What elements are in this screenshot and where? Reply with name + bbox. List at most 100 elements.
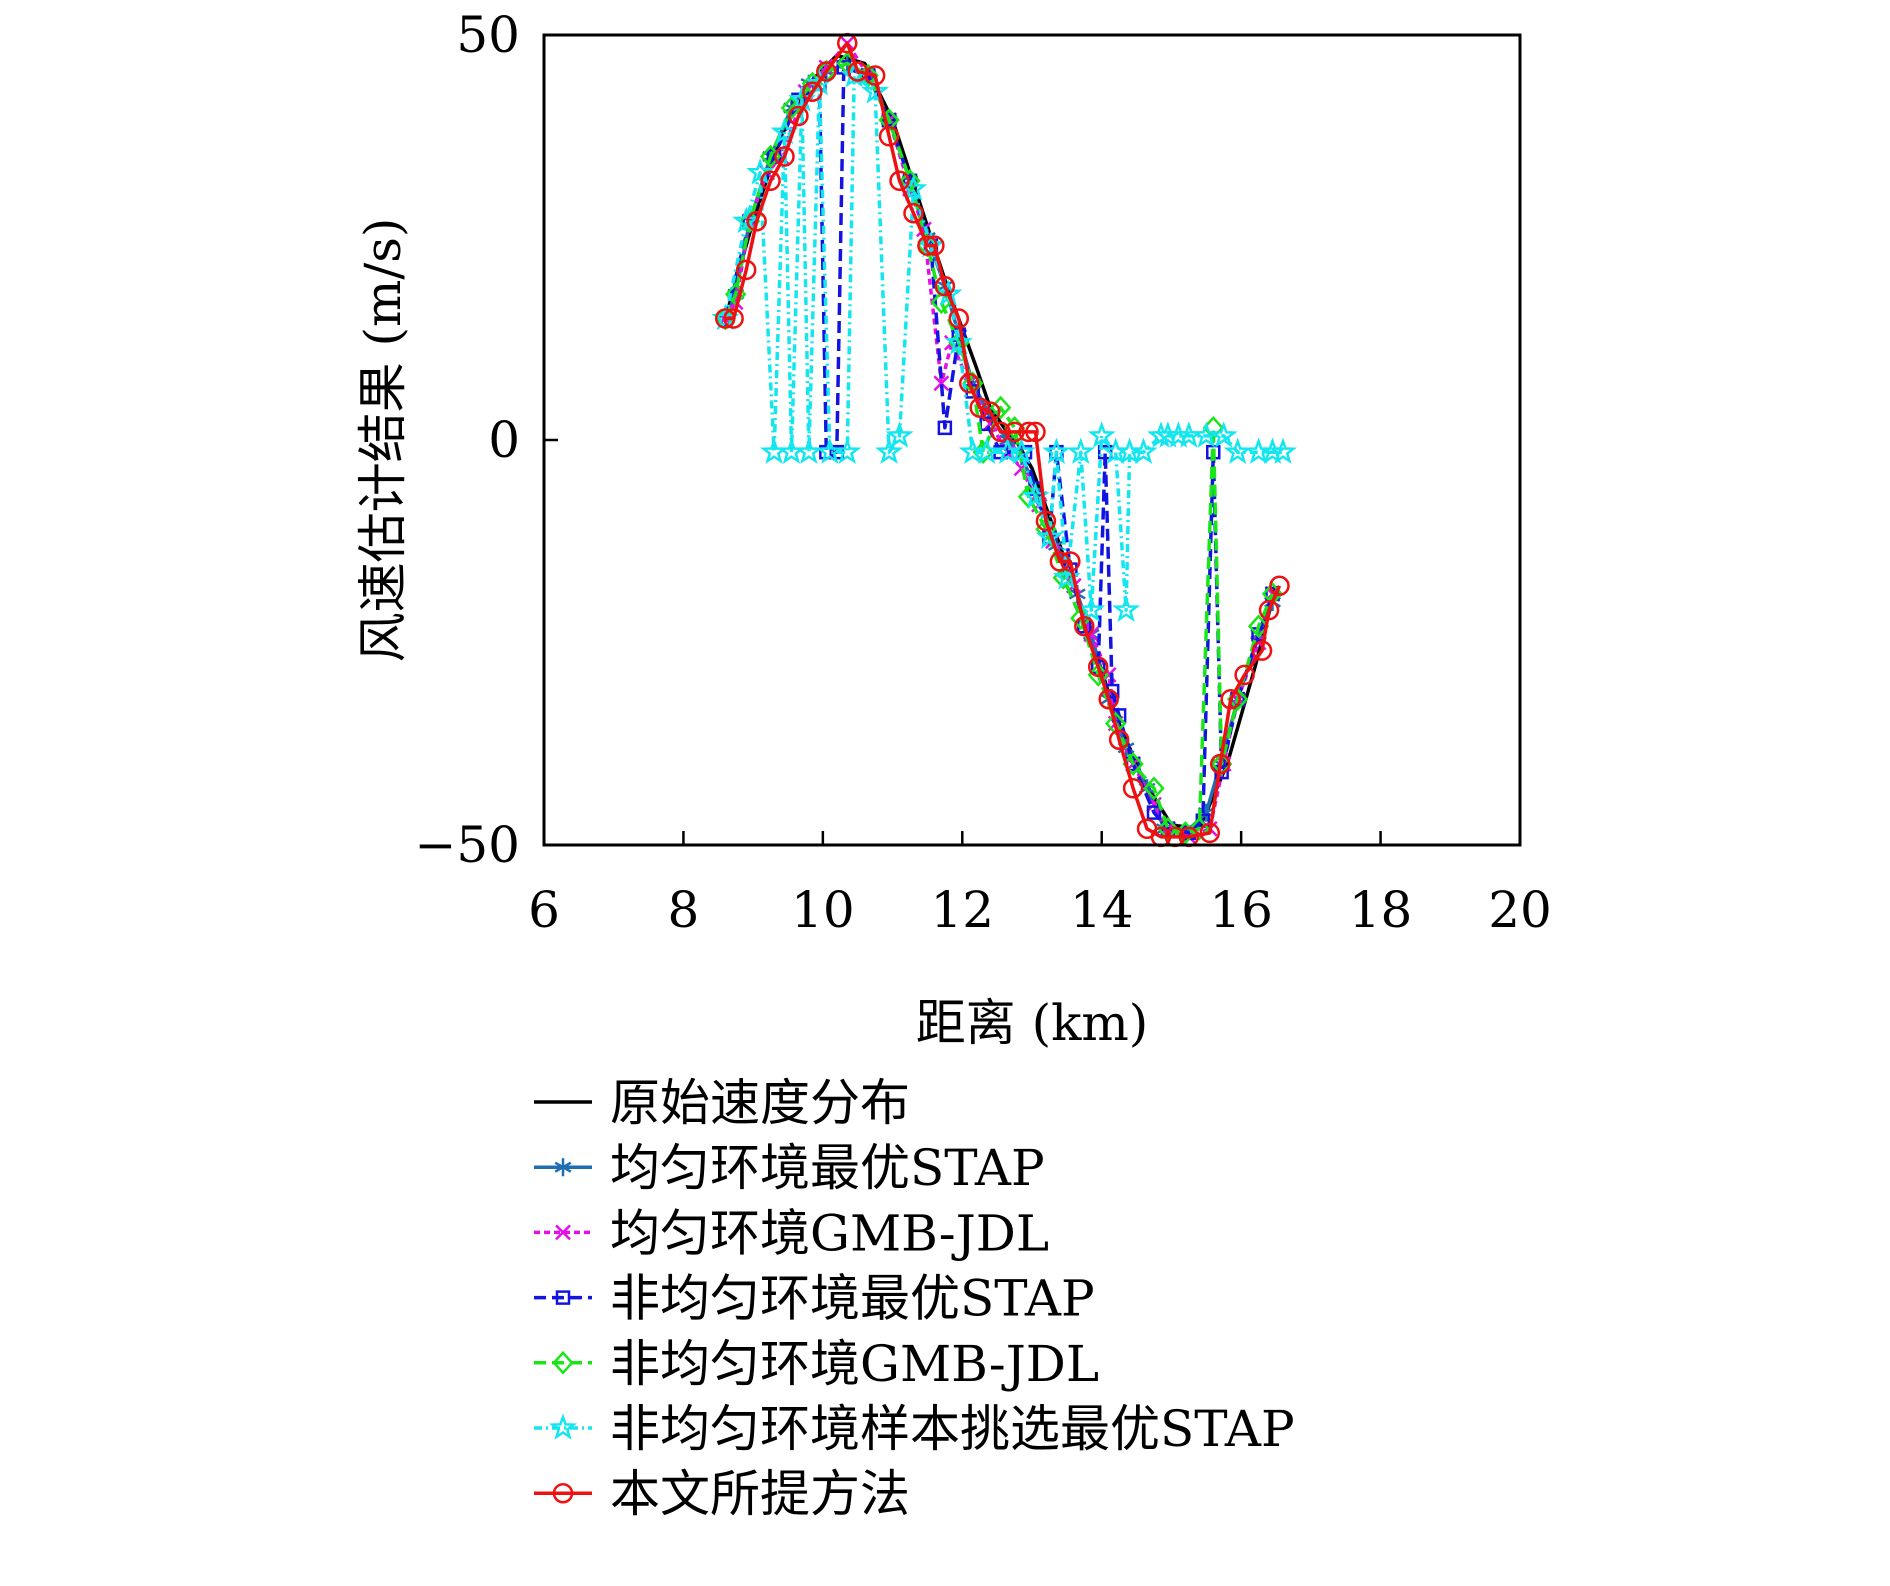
legend-item-3: 均匀环境GMB-JDL	[534, 1204, 1049, 1262]
series-6-point	[1042, 437, 1071, 464]
legend-label: 均匀环境最优STAP	[610, 1139, 1045, 1197]
legend-item-4: 非均匀环境最优STAP	[534, 1270, 1095, 1328]
series-6-point	[1268, 437, 1297, 464]
series-7-point	[917, 235, 938, 256]
series-6-point	[1077, 595, 1106, 623]
series-6-point	[795, 437, 823, 464]
series-7-point	[715, 308, 736, 329]
series-6-point	[944, 328, 973, 355]
tick-layer: 6 8 10 12 14 16 18 20 −50 0 50	[414, 6, 1551, 939]
legend-item-5: 非均匀环境GMB-JDL	[534, 1335, 1099, 1393]
x-tick-label: 10	[791, 881, 855, 939]
legend-marker	[552, 1482, 574, 1504]
series-5-point	[1104, 711, 1127, 736]
legend-label: 非均匀环境最优STAP	[610, 1270, 1095, 1328]
series-7-point	[959, 373, 980, 394]
x-tick-label: 16	[1209, 881, 1273, 939]
x-tick-label: 14	[1070, 881, 1134, 939]
series-7-point	[1060, 551, 1081, 572]
series-7-point	[774, 146, 795, 167]
series-7-point	[969, 397, 990, 418]
series-6-point	[1087, 421, 1116, 448]
series-6-point	[1007, 437, 1036, 464]
series-6-point	[746, 157, 775, 185]
series-6-point	[1035, 522, 1064, 550]
series-6-point	[1066, 437, 1095, 464]
series-7	[715, 32, 1290, 848]
series-7-point	[1234, 664, 1255, 686]
series-4-point	[937, 420, 953, 436]
series-7-point	[1098, 688, 1119, 710]
series-6-point	[1112, 595, 1141, 622]
series-layer	[711, 32, 1297, 848]
series-6-point	[917, 230, 945, 258]
series-7-point	[878, 126, 900, 147]
series-7-point	[723, 308, 744, 329]
series-7-point	[735, 259, 757, 281]
y-axis-label: 风速估计结果 (m/s)	[354, 218, 412, 663]
x-tick-label: 8	[668, 881, 700, 939]
legend-marker	[552, 1350, 574, 1375]
legend-label: 本文所提方法	[610, 1465, 910, 1523]
series-5-point	[1247, 614, 1270, 639]
series-5-point	[1087, 663, 1109, 687]
x-tick-label: 12	[930, 881, 994, 939]
legend-label: 非均匀环境GMB-JDL	[610, 1335, 1099, 1393]
series-7-point	[924, 235, 945, 256]
series-3-point	[933, 375, 950, 392]
series-4-point	[1146, 805, 1162, 820]
series-6-point	[1223, 437, 1252, 464]
series-6-point	[1209, 421, 1238, 448]
legend-marker	[555, 1224, 571, 1241]
series-7-point	[1122, 778, 1144, 799]
series-7-point	[1087, 656, 1109, 678]
series-7-point	[802, 81, 823, 102]
x-axis-label: 距离 (km)	[916, 994, 1149, 1052]
legend-marker	[555, 1290, 571, 1305]
series-7-point	[889, 170, 910, 192]
series-7-point	[1251, 640, 1273, 661]
series-7-point	[934, 275, 956, 297]
x-tick-label: 20	[1488, 881, 1552, 939]
series-7-point	[1199, 822, 1221, 844]
series-5-point	[1157, 816, 1179, 841]
series-5-point	[1122, 752, 1144, 776]
x-tick-label: 18	[1349, 881, 1413, 939]
series-7-point	[1220, 688, 1241, 710]
legend-item-6: 非均匀环境样本挑选最优STAP	[534, 1400, 1295, 1458]
series-7-point	[760, 170, 781, 192]
y-tick-label: 50	[456, 6, 520, 64]
series-7-point	[1018, 421, 1039, 443]
series-7-point	[1004, 421, 1025, 443]
series-6-point	[1129, 437, 1158, 464]
series-7-point	[788, 105, 809, 127]
legend-label: 非均匀环境样本挑选最优STAP	[610, 1400, 1295, 1458]
legend-label: 原始速度分布	[610, 1074, 910, 1132]
series-7-point	[1074, 616, 1095, 637]
series-6-point	[885, 421, 914, 448]
series-6-point	[899, 174, 928, 201]
legend-marker	[548, 1413, 578, 1440]
series-7-point	[1209, 753, 1231, 775]
legend-item-2: 均匀环境最优STAP	[534, 1139, 1045, 1197]
series-6-point	[732, 206, 761, 234]
series-6-point	[833, 437, 862, 464]
series-7-point	[1035, 510, 1057, 532]
series-7-point	[948, 308, 970, 329]
series-7-point	[746, 211, 767, 232]
series-6-point	[934, 279, 963, 307]
series-7-point	[1108, 729, 1130, 750]
series-7-point	[1258, 599, 1280, 621]
series-7-point	[990, 421, 1011, 443]
series-7-point	[1269, 575, 1290, 597]
series-7-point	[1049, 551, 1071, 572]
y-tick-label: 0	[488, 411, 520, 469]
x-tick-label: 6	[528, 881, 560, 939]
series-7-point	[903, 202, 924, 224]
series-7-point	[816, 61, 837, 82]
legend-item-7: 本文所提方法	[534, 1465, 910, 1523]
y-tick-label: −50	[414, 816, 520, 874]
